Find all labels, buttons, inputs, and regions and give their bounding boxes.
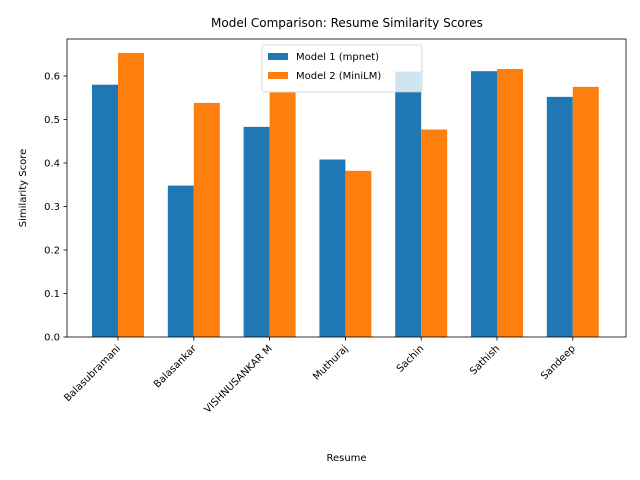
legend-swatch (268, 53, 288, 60)
bar-model1-vishnusankar-m (243, 126, 270, 337)
x-axis-label: Resume (326, 453, 366, 464)
bar-model2-balasankar (193, 102, 220, 337)
legend-label: Model 2 (MiniLM) (296, 71, 381, 82)
x-tick-label: Sathish (468, 343, 502, 377)
y-tick-label: 0.2 (44, 245, 60, 256)
bars-group (92, 52, 599, 338)
x-tick-label: Balasankar (152, 343, 200, 391)
x-tick-label: Sachin (395, 343, 426, 374)
legend-label: Model 1 (mpnet) (296, 52, 379, 63)
bar-model1-sandeep (546, 96, 573, 337)
y-tick-label: 0.4 (44, 158, 60, 169)
y-tick-label: 0.6 (44, 71, 60, 82)
legend-swatch (268, 72, 288, 79)
legend: Model 1 (mpnet) Model 2 (MiniLM) (261, 44, 423, 93)
x-axis: Balasubramani Balasankar VISHNUSANKAR M Mut… (62, 337, 578, 416)
y-tick-label: 0.5 (44, 115, 60, 126)
y-tick-label: 0.1 (44, 289, 60, 300)
bar-model2-muthuraj (345, 170, 372, 337)
plot-frame (66, 38, 627, 338)
x-tick-label: Balasubramani (62, 343, 123, 404)
x-tick-label: Sandeep (539, 343, 578, 382)
legend-box (261, 44, 423, 93)
y-tick-label: 0.3 (44, 202, 60, 213)
bar-model1-sathish (471, 71, 497, 337)
x-tick-label: VISHNUSANKAR M (202, 343, 274, 415)
bar-model1-balasankar (167, 185, 194, 337)
y-tick-label: 0.0 (44, 333, 60, 344)
bar-model2-vishnusankar-m (269, 92, 296, 337)
y-axis-label: Similarity Score (18, 149, 29, 227)
bar-model1-muthuraj (319, 159, 346, 337)
bar-model2-sathish (497, 69, 523, 338)
y-axis: 0.0 0.1 0.2 0.3 0.4 0.5 0.6 (44, 71, 67, 344)
bar-model2-balasubramani (118, 52, 144, 338)
bar-model2-sachin (421, 129, 448, 337)
bar-model2-sandeep (572, 86, 599, 337)
chart-title: Model Comparison: Resume Similarity Scor… (211, 16, 483, 30)
bar-model1-sachin (395, 71, 422, 337)
bar-model1-balasubramani (92, 84, 118, 338)
x-tick-label: Muthuraj (311, 343, 350, 382)
